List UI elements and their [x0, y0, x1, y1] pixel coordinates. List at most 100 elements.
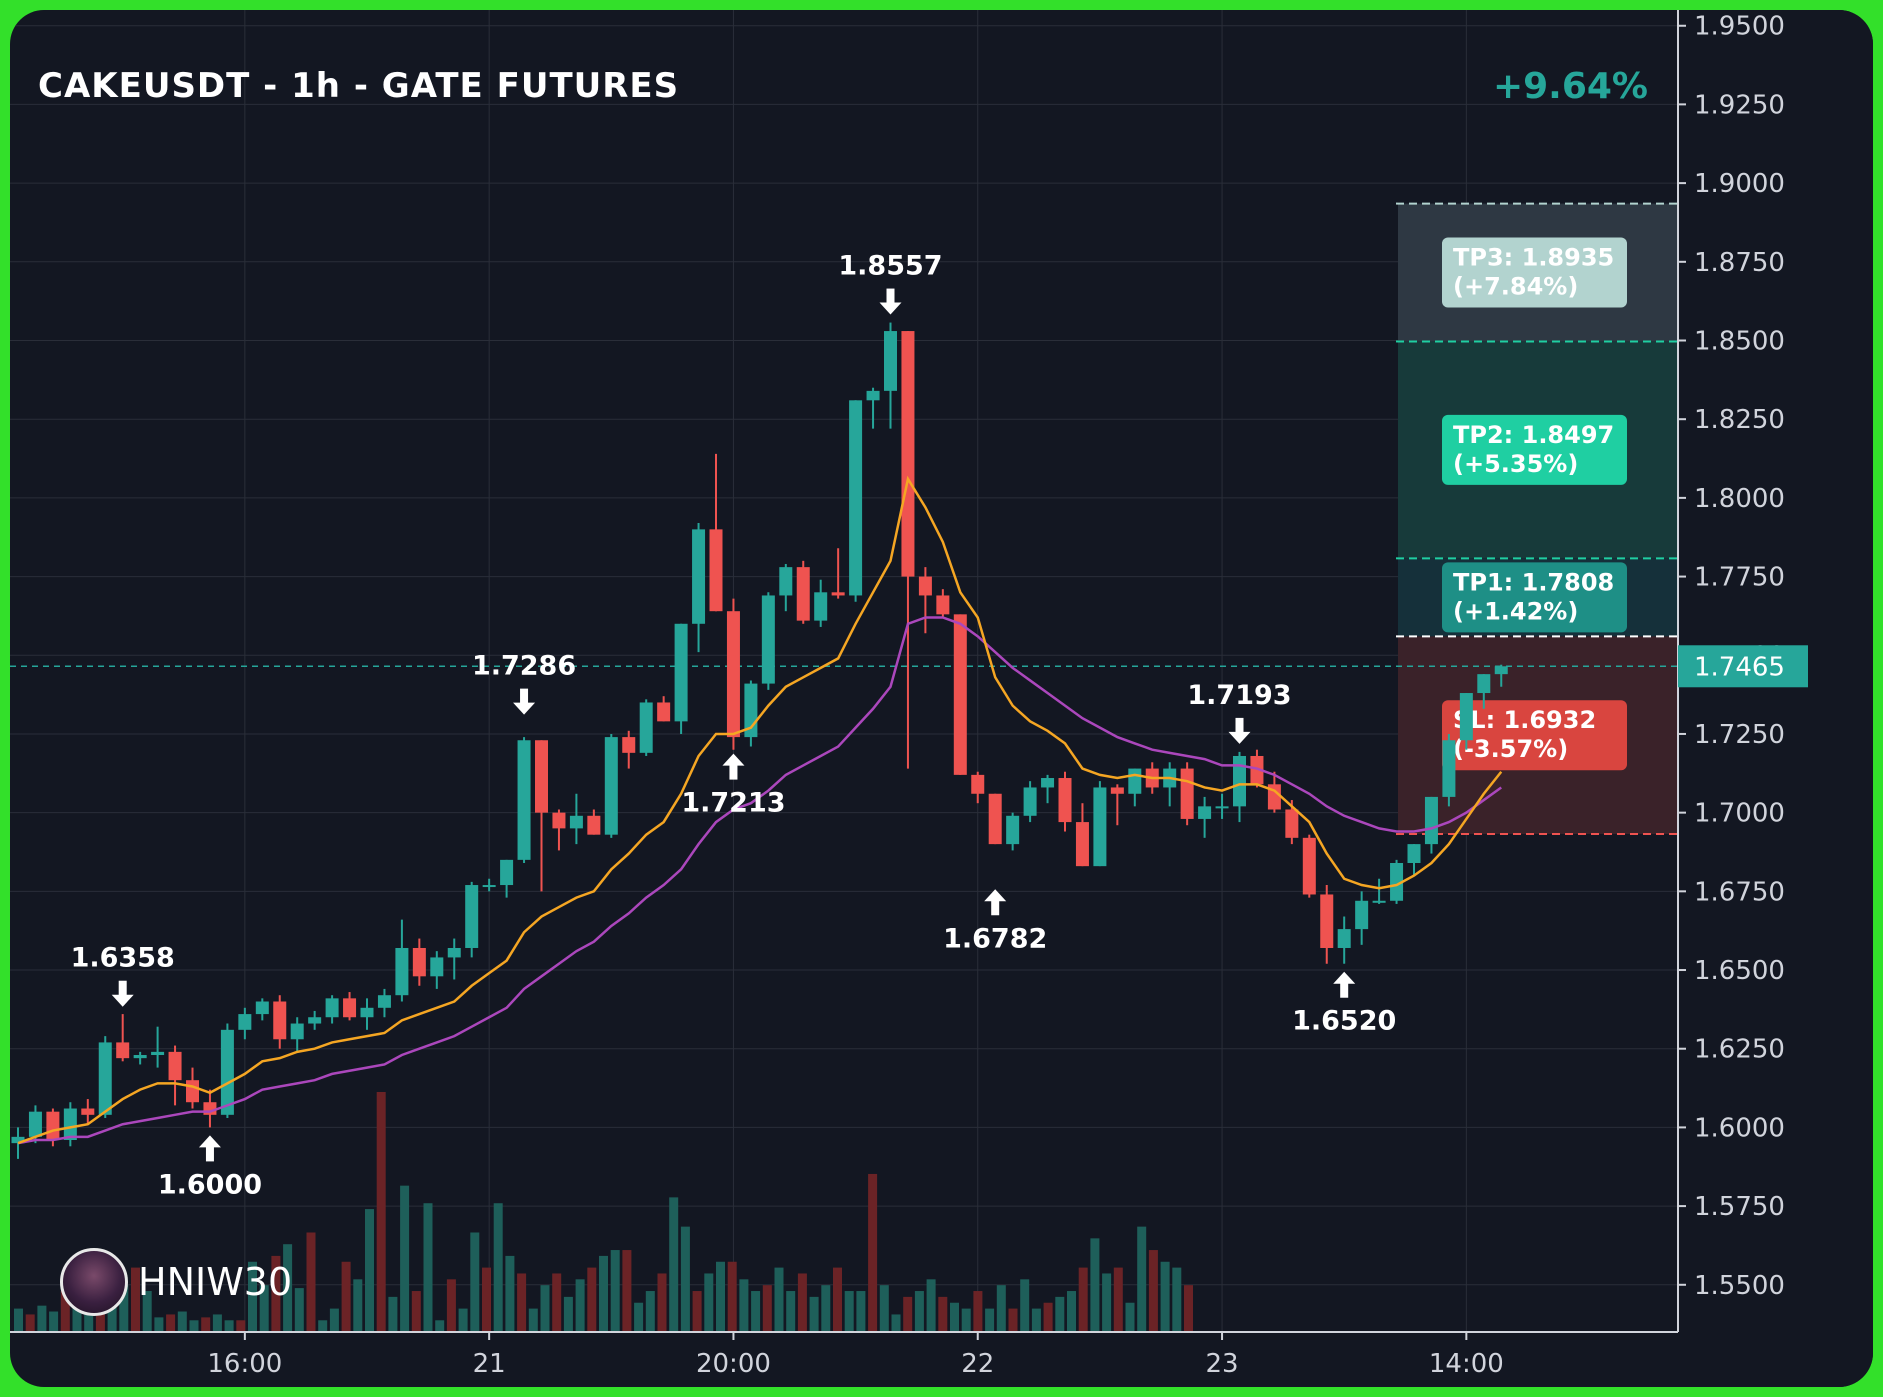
candle-body: [500, 859, 514, 886]
volume-bar: [844, 1291, 854, 1332]
candle: [308, 1010, 322, 1030]
volume-bar: [212, 1314, 222, 1332]
candle: [1407, 844, 1421, 876]
candle-body: [918, 576, 932, 596]
candle: [1320, 885, 1334, 964]
price-tick-label: 1.6750: [1694, 877, 1785, 907]
target-label-box: [1442, 237, 1627, 308]
volume-bar: [587, 1267, 597, 1332]
arrow-icon: [879, 288, 902, 315]
price-tick-label: 1.9500: [1694, 12, 1785, 42]
candle: [517, 737, 531, 864]
price-tick-label: 1.8750: [1694, 248, 1785, 278]
candle-body: [692, 529, 706, 624]
time-tick-label: 21: [473, 1349, 506, 1379]
price-chart[interactable]: TP3: 1.8935(+7.84%)TP2: 1.8497(+5.35%)TP…: [10, 10, 1873, 1387]
volume-bar: [540, 1285, 550, 1332]
volume-bar: [236, 1320, 246, 1332]
volume-bar: [879, 1285, 889, 1332]
volume-bar: [1020, 1279, 1030, 1332]
candle: [447, 938, 461, 980]
candle: [412, 938, 426, 986]
candle-body: [290, 1023, 304, 1040]
candle-body: [11, 1136, 25, 1144]
trough-label: 1.6782: [943, 923, 1047, 954]
arrow-icon: [111, 980, 134, 1007]
volume-bar: [1078, 1267, 1088, 1332]
volume-bar: [821, 1285, 831, 1332]
candle-body: [1285, 809, 1299, 838]
trough-label: 1.6000: [158, 1169, 262, 1200]
candle-body: [1041, 778, 1055, 788]
candle: [1041, 774, 1055, 804]
candle: [1058, 771, 1072, 832]
candle: [98, 1036, 112, 1118]
volume-bar: [60, 1291, 70, 1332]
volume-bar: [528, 1308, 538, 1332]
volume-bar: [505, 1255, 515, 1332]
candle-body: [46, 1111, 60, 1140]
volume-bar: [727, 1261, 737, 1332]
candle-body: [116, 1042, 130, 1059]
candle: [500, 859, 514, 898]
volume-bar: [680, 1226, 690, 1332]
volume-bar: [903, 1296, 913, 1332]
candle-body: [1233, 755, 1246, 807]
price-tick-label: 1.7750: [1694, 563, 1785, 593]
candle-body: [1023, 787, 1037, 816]
candle: [884, 322, 897, 429]
avatar[interactable]: [60, 1248, 128, 1316]
candle-body: [1494, 666, 1508, 675]
candle: [1477, 674, 1491, 709]
time-tick-label: 14:00: [1429, 1349, 1504, 1379]
volume-bar: [411, 1291, 421, 1332]
volume-bar: [294, 1288, 304, 1332]
price-change: +9.64%: [1492, 66, 1648, 107]
volume-bar: [493, 1203, 503, 1332]
target-label-text: SL: 1.6932: [1453, 706, 1596, 734]
price-tick-label: 1.8500: [1694, 327, 1785, 357]
candle: [779, 563, 793, 612]
candle: [1494, 664, 1508, 687]
volume-bar: [1090, 1238, 1100, 1332]
volume-bar: [95, 1302, 105, 1332]
candle-body: [1180, 768, 1194, 819]
candle: [535, 740, 548, 892]
candle-body: [1477, 674, 1491, 694]
target-label-sub: (+5.35%): [1453, 450, 1578, 478]
candle-body: [1337, 929, 1351, 948]
volume-bar: [119, 1285, 129, 1332]
target-label-text: TP1: 1.7808: [1453, 568, 1614, 596]
target-label-text: TP3: 1.8935: [1453, 244, 1614, 272]
candle-body: [1424, 796, 1438, 845]
current-price-label: 1.7465: [1694, 652, 1785, 682]
candle: [395, 919, 409, 1002]
volume-bar: [739, 1279, 749, 1332]
candle: [1233, 751, 1246, 823]
author-badge[interactable]: HNIW30: [60, 1248, 292, 1316]
candle: [604, 733, 618, 838]
volume-bar: [388, 1296, 398, 1332]
candle-body: [726, 611, 740, 738]
candle-body: [709, 529, 723, 612]
candle-body: [255, 1001, 269, 1015]
candle-body: [866, 390, 880, 401]
candle-body: [1355, 900, 1369, 930]
volume-bar: [575, 1279, 585, 1332]
time-tick-label: 22: [961, 1349, 994, 1379]
candle-body: [587, 815, 601, 835]
candle: [831, 548, 845, 599]
candle: [343, 992, 357, 1021]
price-tick-label: 1.8250: [1694, 405, 1785, 435]
candle: [465, 881, 479, 958]
candle-body: [81, 1108, 95, 1115]
candle: [726, 598, 740, 750]
candle-body: [849, 400, 863, 596]
volume-bar: [985, 1308, 995, 1332]
price-tick-label: 1.6250: [1694, 1035, 1785, 1065]
candle: [63, 1102, 77, 1147]
candle: [116, 1014, 130, 1062]
candle: [1093, 781, 1107, 867]
candle-body: [622, 737, 636, 753]
volume-bar: [318, 1320, 328, 1332]
